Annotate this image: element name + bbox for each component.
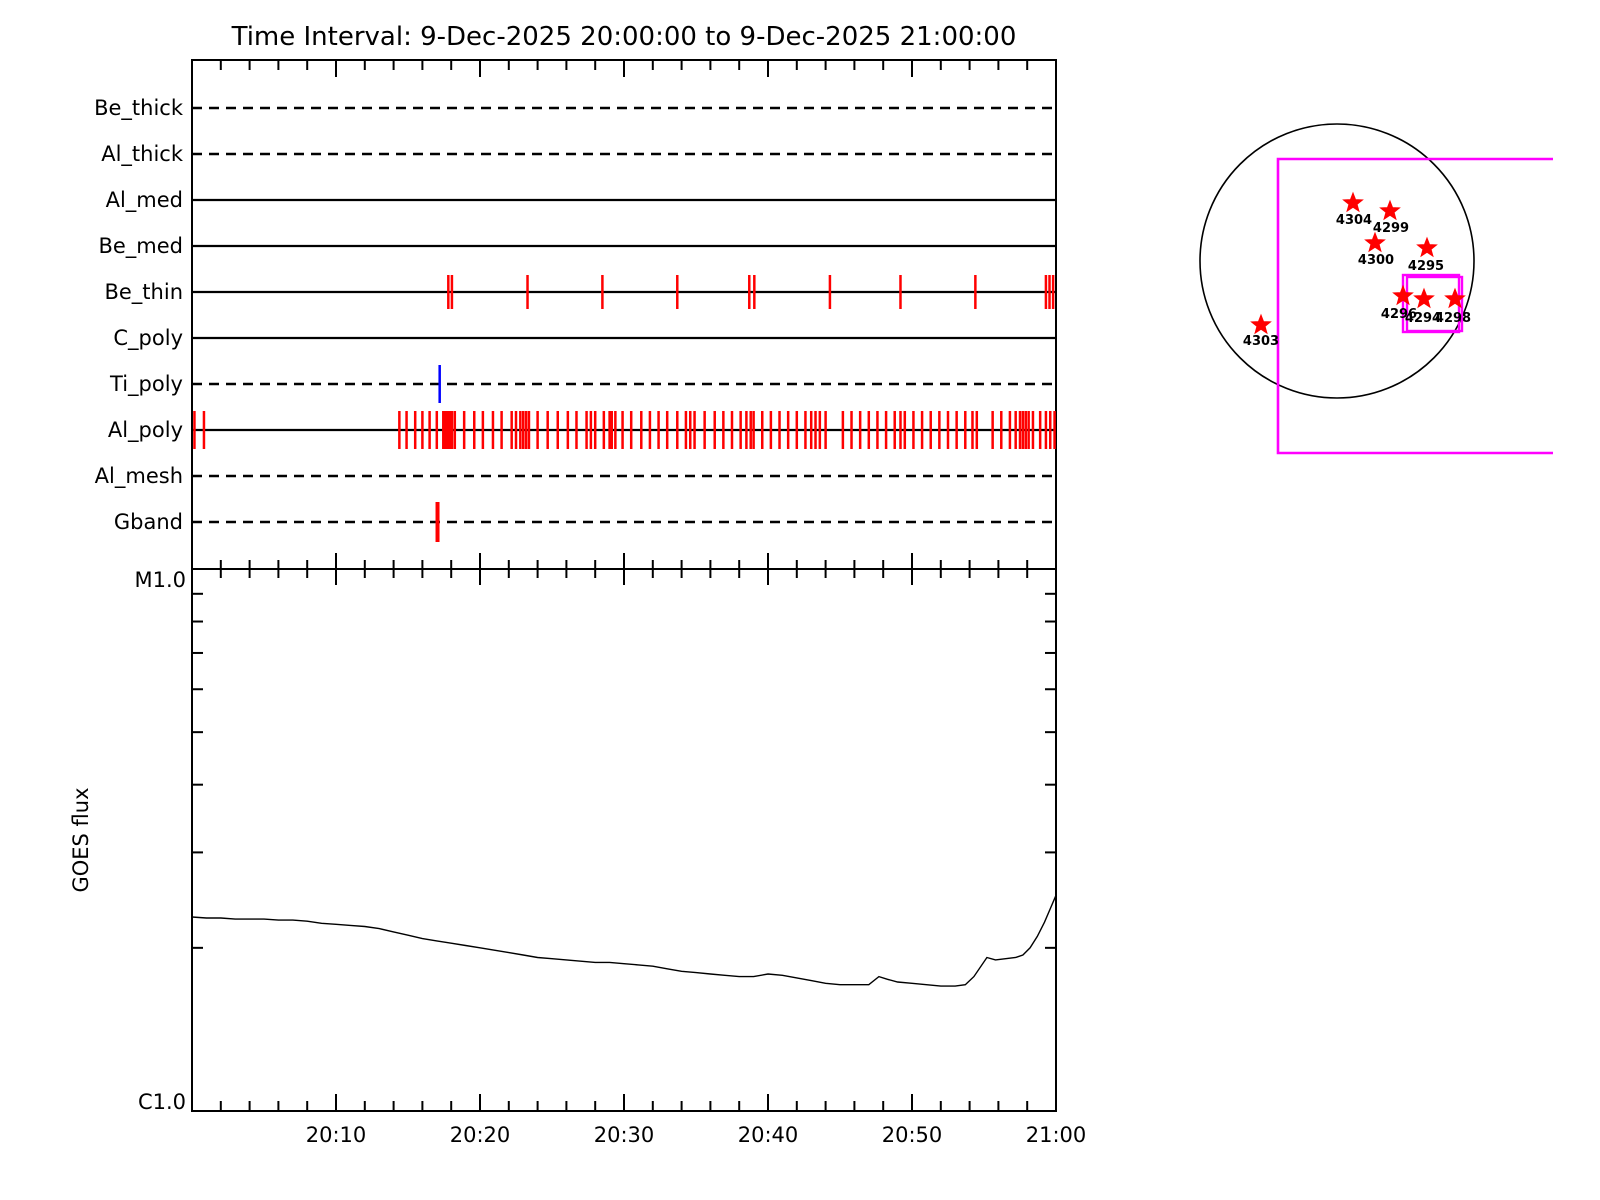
filter-row-Be_thin: Be_thin: [104, 275, 1056, 309]
x-tick-label: 20:20: [450, 1123, 511, 1147]
filter-row-label: Ti_poly: [109, 372, 183, 397]
filter-row-Al_poly: Al_poly: [108, 411, 1056, 449]
active-region-label: 4294: [1405, 311, 1441, 326]
x-tick-label: 21:00: [1026, 1123, 1087, 1147]
fov-box-small: [1405, 275, 1464, 333]
active-region-star-icon: [1250, 313, 1272, 335]
active-region-label: 4304: [1336, 213, 1372, 228]
filter-row-label: Al_poly: [108, 418, 183, 443]
active-region-star-icon: [1392, 284, 1414, 306]
filter-row-Al_thick: Al_thick: [101, 142, 1056, 167]
filter-row-label: Al_med: [106, 188, 183, 213]
filter-panel-frame: [191, 59, 1057, 570]
filter-row-C_poly: C_poly: [113, 326, 1056, 351]
active-region-4304: 4304: [1336, 191, 1372, 228]
active-region-label: 4295: [1408, 259, 1444, 274]
active-region-star-icon: [1379, 199, 1401, 221]
filter-row-label: Gband: [114, 510, 183, 534]
goes-y-axis-title: GOES flux: [69, 787, 93, 892]
x-tick-label: 20:40: [738, 1123, 799, 1147]
goes-ymin-label: C1.0: [138, 1090, 186, 1114]
goes-log-ticks: [193, 592, 1055, 949]
filter-row-label: Al_thick: [101, 142, 184, 167]
active-region-label: 4296: [1381, 307, 1417, 322]
page-title: Time Interval: 9-Dec-2025 20:00:00 to 9-…: [231, 22, 1017, 52]
goes-flux-curve: [191, 895, 1057, 987]
filter-row-label: Be_thin: [104, 280, 183, 305]
filter-row-label: C_poly: [113, 326, 183, 351]
filter-row-Be_thick: Be_thick: [94, 96, 1056, 121]
x-tick-labels: 20:10 20:20 20:30 20:40 20:50 21:00: [306, 1123, 1087, 1147]
filter-row-label: Al_mesh: [95, 464, 183, 489]
active-region-star-icon: [1444, 287, 1466, 309]
fov-box-large: [1276, 157, 1553, 455]
solar-limb-circle: [1199, 123, 1475, 399]
active-region-4298: 4298: [1435, 287, 1471, 326]
active-region-4294: 4294: [1405, 287, 1441, 326]
filter-row-Al_med: Al_med: [106, 188, 1056, 213]
goes-flux-panel: M1.0 C1.0 GOES flux 20:10 20:20 20:30 20:40…: [69, 568, 1086, 1147]
filter-row-Ti_poly: Ti_poly: [109, 365, 1056, 403]
goes-panel-frame: [191, 568, 1057, 1112]
active-region-4303: 4303: [1243, 313, 1279, 349]
goes-ymax-label: M1.0: [134, 568, 186, 592]
filter-row-Be_med: Be_med: [98, 234, 1056, 259]
active-region-label: 4298: [1435, 311, 1471, 326]
active-region-star-icon: [1342, 191, 1364, 213]
active-region-star-icon: [1416, 236, 1438, 258]
active-region-star-icon: [1364, 231, 1386, 253]
active-region-label: 4300: [1358, 253, 1394, 268]
x-tick-label: 20:10: [306, 1123, 367, 1147]
filter-row-label: Be_thick: [94, 96, 184, 121]
x-tick-label: 20:50: [882, 1123, 943, 1147]
filter-row-label: Be_med: [98, 234, 183, 259]
active-region-star-icon: [1413, 287, 1435, 309]
active-region-4300: 4300: [1358, 231, 1394, 268]
filter-timeline-panel: Be_thick Al_thick Al_med Be_med Be_thin C_pol…: [94, 59, 1057, 1110]
active-region-4295: 4295: [1408, 236, 1444, 274]
active-region-4296: 4296: [1381, 284, 1417, 322]
x-tick-label: 20:30: [594, 1123, 655, 1147]
active-region-label: 4299: [1373, 221, 1409, 236]
filter-row-Al_mesh: Al_mesh: [95, 464, 1056, 489]
active-region-4299: 4299: [1373, 199, 1409, 236]
time-axis-ticks: [191, 61, 1057, 1110]
active-region-label: 4303: [1243, 334, 1279, 349]
filter-row-Gband: Gband: [114, 502, 1056, 542]
